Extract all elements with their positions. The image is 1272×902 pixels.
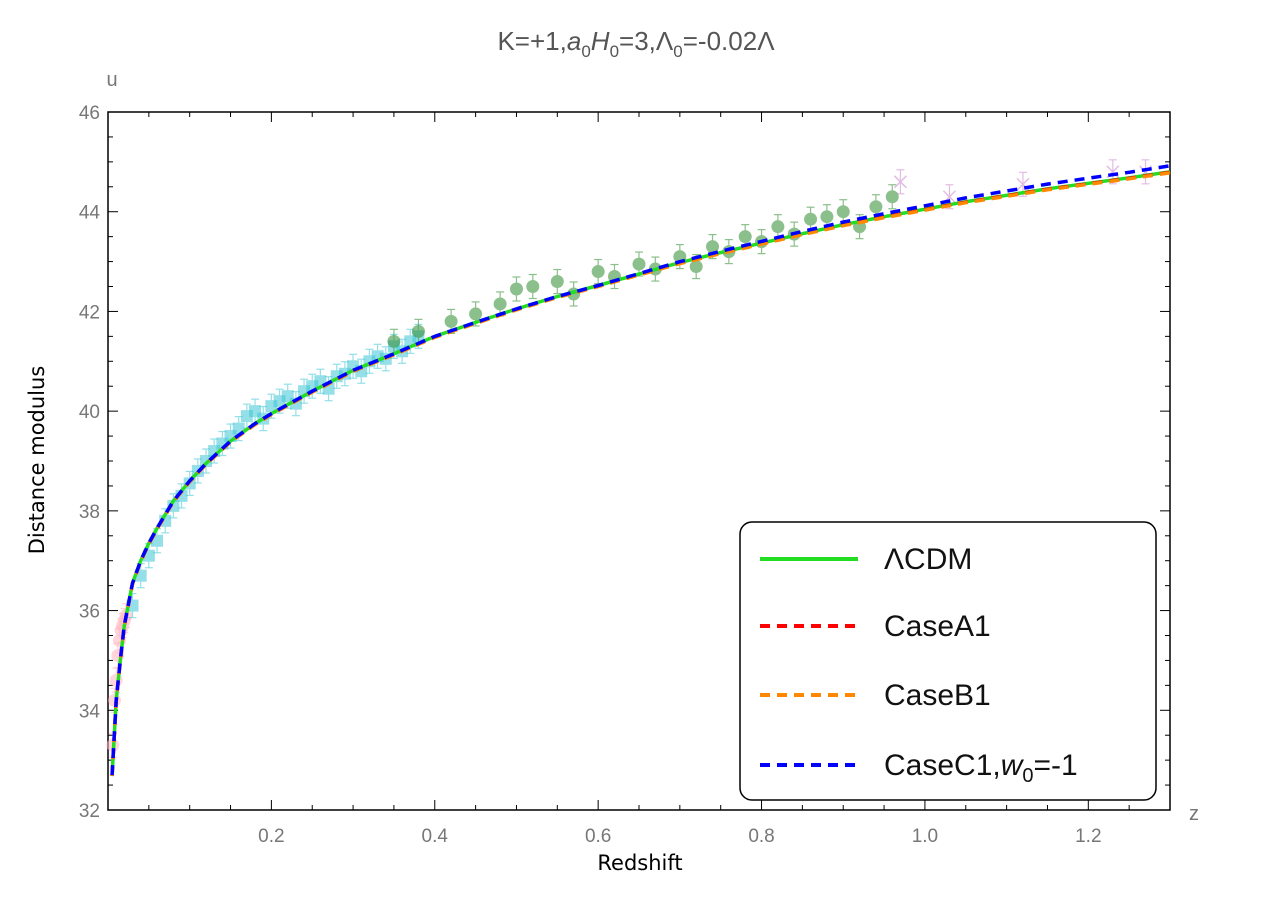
- data-point-green: [509, 276, 523, 302]
- y-axis-variable: u: [106, 69, 117, 91]
- data-point-green: [632, 251, 646, 277]
- data-point-high-z: [893, 169, 907, 195]
- legend: ΛCDM CaseA1 CaseB1 CaseC1,w0=-1: [739, 521, 1157, 801]
- y-tick-label: 36: [79, 602, 100, 623]
- y-tick-label: 42: [79, 302, 100, 323]
- legend-label-caseb1: CaseB1: [884, 679, 991, 712]
- legend-label-lcdm: ΛCDM: [884, 543, 972, 576]
- legend-label-casec1: CaseC1,w0=-1: [884, 749, 1078, 787]
- data-point-green: [607, 263, 621, 290]
- legend-box: [739, 521, 1157, 801]
- data-point-green: [550, 268, 564, 295]
- data-point-green: [591, 258, 605, 285]
- x-tick-label: 0.6: [585, 826, 611, 847]
- x-tick-label: 0.4: [422, 826, 449, 847]
- y-tick-label: 32: [79, 801, 100, 822]
- curve-case3: [110, 164, 1171, 776]
- x-axis-variable: z: [1189, 803, 1199, 825]
- y-tick-label: 38: [79, 502, 100, 523]
- x-tick-label: 0.8: [748, 826, 774, 847]
- x-tick-label: 1.0: [912, 826, 938, 847]
- data-point-green: [836, 199, 850, 225]
- x-axis-title: Redshift: [597, 851, 682, 875]
- data-point-cyan: [200, 448, 213, 474]
- x-tick-labels: 0.2 0.4 0.6 0.8 1.0 1.2: [258, 826, 1101, 847]
- y-tick-label: 44: [79, 203, 101, 224]
- y-tick-label: 46: [79, 103, 100, 124]
- y-tick-labels: 32 34 36 38 40 42 44 46: [79, 103, 101, 822]
- model-curves: [110, 164, 1171, 777]
- data-point-green: [885, 184, 899, 210]
- y-axis-title: Distance modulus: [25, 366, 49, 555]
- y-tick-label: 40: [79, 402, 100, 423]
- data-point-green: [387, 328, 401, 354]
- y-tick-label: 34: [79, 701, 101, 722]
- chart-title: K=+1,a0H0=3,Λ0=-0.02Λ: [497, 26, 775, 61]
- data-point-green: [526, 273, 540, 300]
- x-tick-label: 1.2: [1075, 826, 1101, 847]
- x-tick-label: 0.2: [258, 826, 284, 847]
- data-point-high-z: [1138, 159, 1153, 185]
- legend-label-casea1: CaseA1: [884, 610, 991, 643]
